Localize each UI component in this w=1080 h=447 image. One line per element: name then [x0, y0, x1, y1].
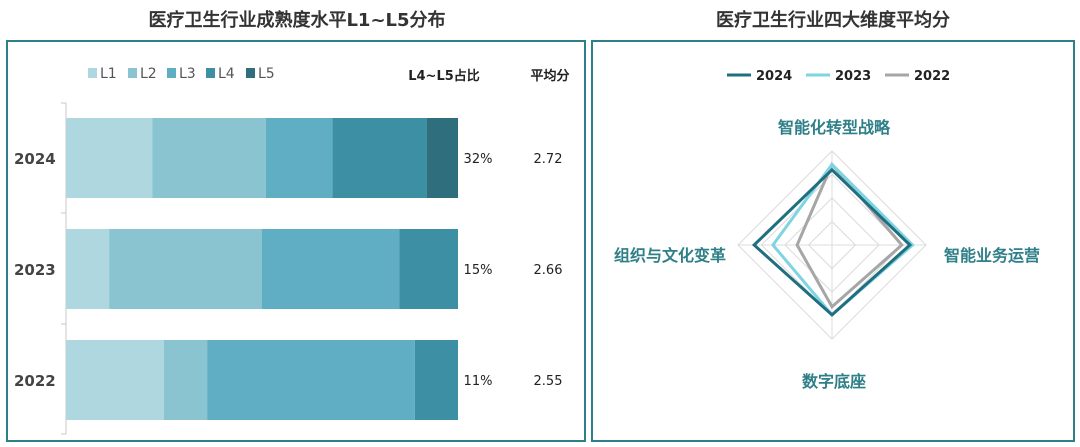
radar-axis-label-0: 智能化转型战略: [778, 118, 891, 137]
left-chart-frame: [6, 40, 586, 442]
legend-label-2023: 2023: [835, 69, 871, 84]
legend-swatch-l1: [88, 68, 97, 78]
share-column-header: L4~L5占比: [408, 68, 480, 84]
bar-2022-l4: [414, 340, 458, 420]
legend-label-2024: 2024: [756, 69, 792, 84]
category-label-2024: 2024: [14, 150, 56, 168]
legend-swatch-l2: [128, 68, 137, 78]
legend-label-l3: L3: [179, 66, 196, 82]
legend-label-l5: L5: [258, 66, 275, 82]
bar-2022-l3: [207, 340, 415, 420]
legend-label-l1: L1: [100, 66, 117, 82]
radar-axis-label-3: 组织与文化变革: [614, 246, 726, 265]
right-chart-frame: [591, 40, 1075, 442]
avg-label-2024: 2.72: [534, 152, 563, 167]
radar-axis-label-2: 数字底座: [802, 372, 866, 391]
bar-2024-l1: [66, 118, 153, 198]
radar-series-2023: [771, 162, 915, 317]
bar-2022-l2: [164, 340, 208, 420]
radar-series-2024: [751, 167, 913, 317]
category-label-2023: 2023: [14, 261, 56, 279]
legend-swatch-l5: [246, 68, 255, 78]
bar-2023-l2: [109, 229, 263, 309]
avg-label-2022: 2.55: [534, 374, 563, 389]
bar-2024-l3: [265, 118, 333, 198]
avg-label-2023: 2.66: [534, 263, 563, 278]
bar-2024-l4: [332, 118, 427, 198]
bar-2023-l1: [66, 229, 110, 309]
share-label-2024: 32%: [464, 152, 493, 167]
share-label-2022: 11%: [464, 374, 493, 389]
bar-2023-l4: [399, 229, 458, 309]
bar-2022-l1: [66, 340, 164, 420]
share-label-2023: 15%: [464, 263, 493, 278]
bar-2023-l3: [262, 229, 400, 309]
legend-label-2022: 2022: [914, 69, 950, 84]
avg-column-header: 平均分: [530, 68, 569, 84]
legend-label-l4: L4: [218, 66, 235, 82]
bar-2024-l5: [426, 118, 458, 198]
right-chart-title: 医疗卫生行业四大维度平均分: [716, 10, 950, 31]
category-label-2022: 2022: [14, 372, 56, 390]
legend-label-l2: L2: [140, 66, 157, 82]
radar-axis-label-1: 智能业务运营: [944, 246, 1040, 265]
left-chart-title: 医疗卫生行业成熟度水平L1~L5分布: [148, 10, 446, 31]
bar-2024-l2: [152, 118, 266, 198]
legend-swatch-l3: [167, 68, 176, 78]
legend-swatch-l4: [206, 68, 215, 78]
radar-series-2022: [795, 161, 904, 310]
